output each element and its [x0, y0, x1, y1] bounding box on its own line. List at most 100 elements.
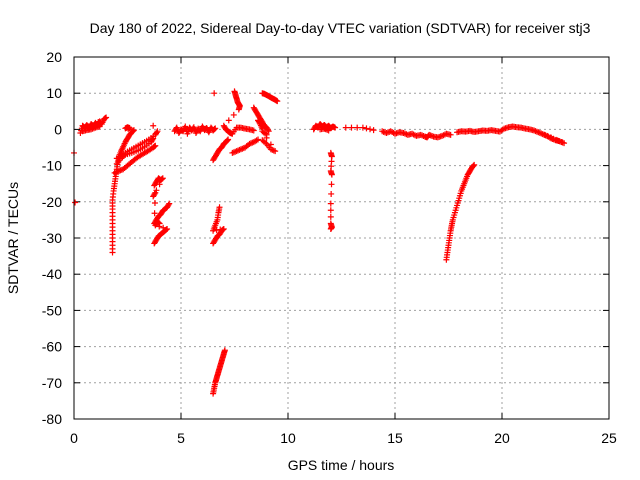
series-drop-2h — [109, 124, 137, 256]
data-point — [159, 175, 166, 182]
data-point — [541, 131, 548, 138]
data-point — [221, 347, 228, 354]
data-point — [152, 142, 159, 149]
data-point — [155, 219, 162, 226]
data-point — [270, 147, 277, 154]
data-point — [166, 200, 173, 207]
data-point — [328, 190, 335, 197]
data-point — [354, 124, 361, 131]
data-point — [470, 162, 477, 169]
data-point — [558, 139, 565, 146]
data-point — [130, 127, 137, 134]
series-seg-8.8h — [259, 128, 279, 155]
data-point — [160, 224, 167, 231]
data-point — [370, 127, 377, 134]
data-point — [220, 225, 227, 232]
data-point — [153, 129, 160, 136]
data-point — [410, 131, 417, 138]
data-point — [327, 225, 334, 232]
data-point — [327, 200, 334, 207]
data-point — [547, 134, 554, 141]
series-early-pass — [71, 114, 110, 206]
data-point — [328, 181, 335, 188]
y-tick-label: -20 — [42, 194, 62, 210]
data-point — [401, 130, 408, 137]
data-point — [72, 199, 79, 206]
data-point — [544, 133, 551, 140]
data-point — [274, 98, 281, 105]
data-point — [255, 136, 262, 143]
data-point — [230, 111, 237, 118]
y-tick-label: -30 — [42, 230, 62, 246]
data-point — [328, 171, 335, 178]
data-point — [235, 106, 242, 113]
series-rise-2h-a — [111, 142, 159, 176]
data-point — [96, 123, 103, 130]
data-point — [152, 189, 159, 196]
x-tick-label: 25 — [601, 430, 617, 446]
data-point — [550, 135, 557, 142]
data-point — [150, 135, 157, 142]
data-point — [348, 124, 355, 131]
series-band-5h — [171, 123, 219, 137]
data-point — [164, 225, 171, 232]
y-axis-label: SDTVAR / TECUs — [5, 182, 21, 294]
data-point — [225, 117, 232, 124]
data-point — [327, 207, 334, 214]
series-band-14-17h — [379, 128, 454, 141]
series-seg-6.8h-low — [210, 347, 228, 397]
series-seg-6.5h-b — [210, 90, 227, 247]
data-point — [367, 126, 374, 133]
data-point — [154, 128, 161, 135]
data-point — [150, 122, 157, 129]
data-points — [71, 88, 568, 397]
y-tick-label: 20 — [46, 49, 62, 65]
x-axis-label: GPS time / hours — [288, 457, 395, 473]
data-point — [211, 126, 218, 133]
series-band-11.5h — [310, 120, 339, 134]
data-point — [224, 137, 231, 144]
data-point — [103, 114, 110, 121]
data-point — [429, 133, 436, 140]
data-point — [556, 137, 563, 144]
data-point — [126, 124, 133, 131]
series-seg-7.4h — [229, 136, 262, 156]
x-tick-label: 0 — [70, 430, 78, 446]
series-curve-17.5h — [443, 161, 478, 263]
series-arc-7.5h — [220, 88, 257, 137]
x-tick-label: 10 — [280, 430, 296, 446]
y-tick-label: -10 — [42, 158, 62, 174]
data-point — [213, 227, 220, 234]
data-point — [211, 90, 218, 97]
data-point — [263, 131, 270, 138]
y-tick-label: -40 — [42, 266, 62, 282]
data-point — [363, 125, 370, 132]
axis-ticks: -80 -70 -60 -50 -40 -30 -20 -10 0 10 20 0 5 10 15 20 25 — [42, 49, 617, 446]
data-point — [151, 200, 158, 207]
series-seg-6.5h — [210, 136, 232, 164]
data-point — [156, 220, 163, 227]
data-point — [342, 124, 349, 131]
data-point — [225, 136, 232, 143]
data-point — [272, 148, 279, 155]
series-clusters-3.8h — [150, 175, 173, 247]
data-point — [151, 190, 158, 197]
y-tick-label: -60 — [42, 339, 62, 355]
series-arc-2h-c — [113, 135, 157, 167]
data-point — [163, 226, 170, 233]
y-tick-label: 10 — [46, 85, 62, 101]
y-tick-label: -80 — [42, 411, 62, 427]
data-point — [156, 181, 163, 188]
data-point — [212, 125, 219, 132]
series-seg-9.3h — [259, 90, 281, 105]
series-single-3.7 — [150, 122, 157, 129]
series-vertical-12h — [327, 149, 335, 232]
x-tick-label: 5 — [177, 430, 185, 446]
data-point — [359, 124, 366, 131]
x-tick-label: 20 — [494, 430, 510, 446]
y-tick-label: -70 — [42, 375, 62, 391]
data-point — [151, 143, 158, 150]
data-point — [151, 210, 158, 217]
grid — [74, 57, 609, 419]
data-point — [159, 175, 166, 182]
